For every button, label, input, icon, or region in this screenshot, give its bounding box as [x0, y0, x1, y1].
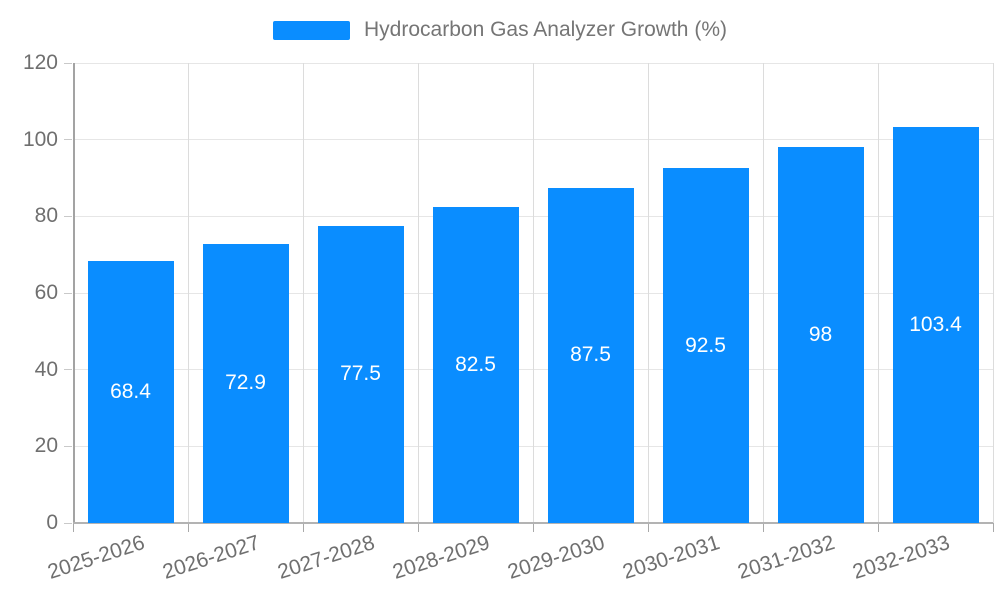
x-axis-category-label: 2026-2027 — [159, 531, 263, 584]
y-axis-tick-label: 20 — [34, 434, 58, 458]
x-axis-category-label: 2031-2032 — [734, 531, 838, 584]
x-axis-category-label: 2025-2026 — [44, 531, 148, 584]
x-axis-tick — [532, 523, 534, 532]
y-axis-tick-label: 40 — [34, 357, 58, 381]
y-axis-tick — [64, 522, 72, 524]
x-gridline — [532, 63, 534, 523]
bar[interactable]: 92.5 — [662, 168, 749, 523]
y-axis-line — [73, 63, 75, 523]
x-axis-category-label: 2028-2029 — [389, 531, 493, 584]
y-axis-tick — [64, 139, 72, 141]
x-gridline — [187, 63, 189, 523]
x-gridline — [302, 63, 304, 523]
x-gridline — [877, 63, 879, 523]
y-axis-tick-label: 100 — [22, 127, 58, 151]
x-gridline — [417, 63, 419, 523]
x-axis-tick — [877, 523, 879, 532]
x-axis-tick — [302, 523, 304, 532]
bar[interactable]: 82.5 — [432, 206, 519, 523]
legend-swatch — [273, 20, 351, 40]
bar-value-label: 92.5 — [685, 333, 726, 357]
y-axis-tick-label: 0 — [46, 511, 58, 534]
x-axis-category-label: 2027-2028 — [274, 531, 378, 584]
y-axis-tick-label: 80 — [34, 204, 58, 228]
x-gridline — [992, 63, 994, 523]
x-axis-tick — [647, 523, 649, 532]
x-axis-tick — [992, 523, 994, 532]
bar[interactable]: 103.4 — [892, 126, 979, 523]
y-axis-tick — [64, 62, 72, 64]
bar-value-label: 87.5 — [570, 343, 611, 367]
x-axis-tick — [72, 523, 74, 532]
x-axis-tick — [417, 523, 419, 532]
legend-item[interactable]: Hydrocarbon Gas Analyzer Growth (%) — [0, 18, 1000, 42]
x-gridline — [647, 63, 649, 523]
bar-value-label: 72.9 — [225, 371, 266, 395]
x-gridline — [762, 63, 764, 523]
x-axis-category-label: 2032-2033 — [849, 531, 953, 584]
bar-value-label: 77.5 — [340, 362, 381, 386]
y-axis-tick — [64, 215, 72, 217]
bar[interactable]: 72.9 — [202, 243, 289, 523]
y-axis-tick-label: 120 — [22, 51, 58, 74]
bar[interactable]: 87.5 — [547, 187, 634, 523]
bar-value-label: 82.5 — [455, 352, 496, 376]
y-axis-tick-label: 60 — [34, 281, 58, 304]
y-axis-tick — [64, 292, 72, 294]
x-axis-tick — [762, 523, 764, 532]
bar-value-label: 103.4 — [909, 312, 962, 336]
x-axis-category-label: 2030-2031 — [619, 531, 723, 584]
bar-value-label: 98 — [808, 323, 833, 347]
x-axis-line — [73, 522, 993, 524]
bar[interactable]: 98 — [777, 147, 864, 523]
y-axis-tick — [64, 369, 72, 371]
x-axis-tick — [187, 523, 189, 532]
bar-value-label: 68.4 — [110, 379, 151, 403]
plot-area: 68.4 72.9 77.5 82.5 87.5 92.5 98 103.4 — [64, 62, 994, 532]
x-axis-category-label: 2029-2030 — [504, 531, 608, 584]
y-axis-tick — [64, 445, 72, 447]
legend-label: Hydrocarbon Gas Analyzer Growth (%) — [364, 18, 727, 41]
bar[interactable]: 68.4 — [87, 260, 174, 523]
bar[interactable]: 77.5 — [317, 225, 404, 523]
